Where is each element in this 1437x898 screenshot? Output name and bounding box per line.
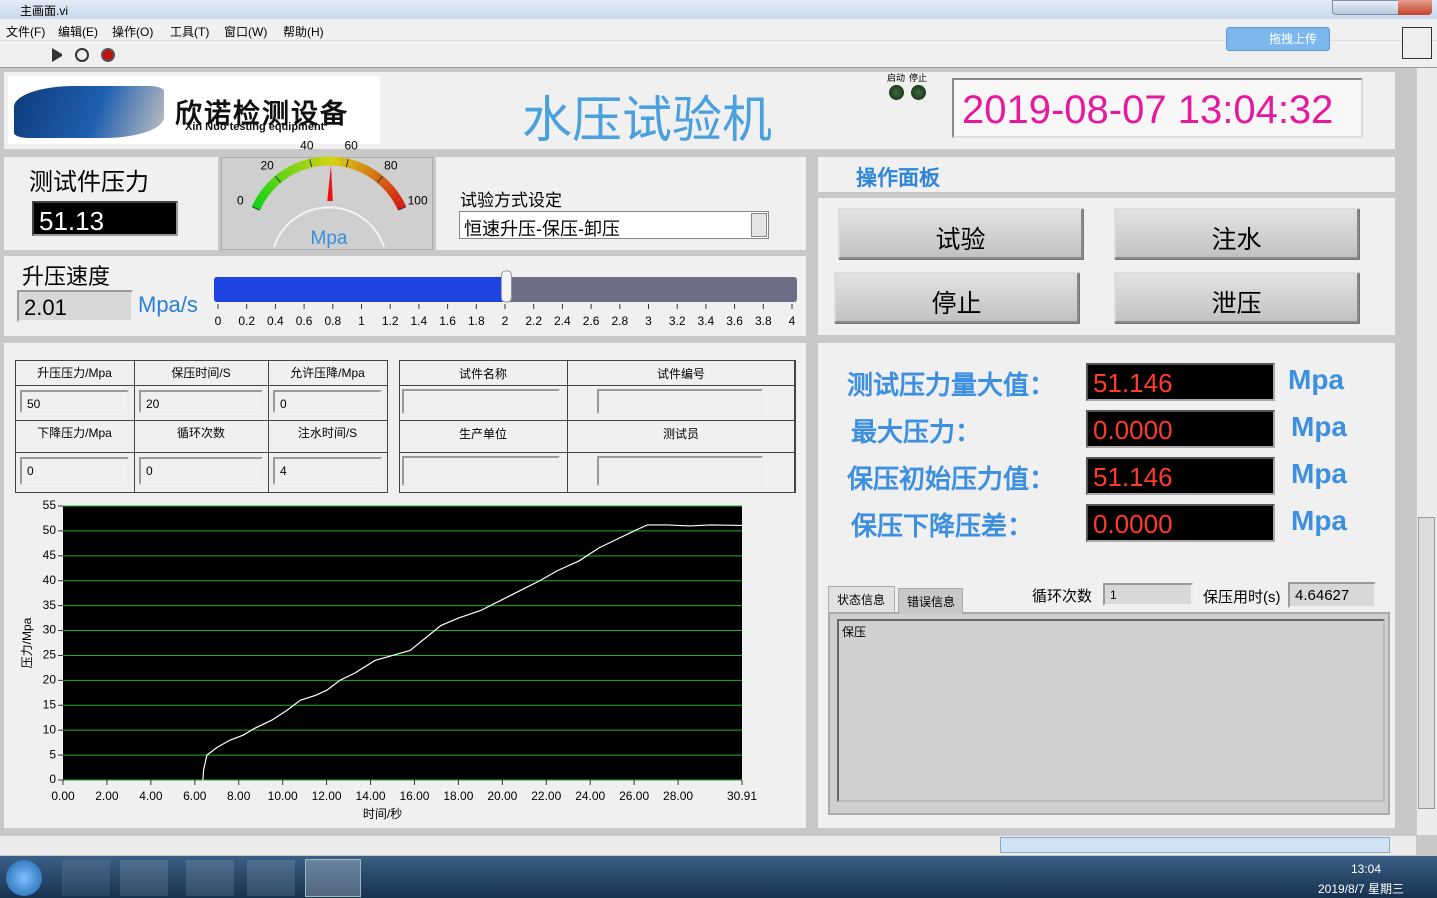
table-header: 试件名称: [458, 367, 507, 381]
reading-label: 测试压力量大值：: [847, 370, 1056, 400]
menu-item[interactable]: 编辑(E): [58, 25, 98, 39]
table-header: 保压时间/S: [171, 366, 231, 380]
main-title: 水压试验机: [522, 92, 772, 148]
panel-header: [818, 157, 1395, 192]
v-scroll-thumb[interactable]: [1418, 517, 1435, 809]
menu-item[interactable]: 文件(F): [6, 25, 46, 39]
table-input[interactable]: 4: [273, 457, 382, 485]
table-header: 循环次数: [176, 426, 225, 440]
action-button[interactable]: 试验: [838, 208, 1083, 259]
indicator-led: [911, 85, 926, 100]
menu-item[interactable]: 操作(O): [112, 25, 154, 39]
table-input[interactable]: 20: [139, 390, 263, 413]
table-input[interactable]: [597, 389, 763, 414]
pressure-label: 测试件压力: [29, 169, 149, 196]
table-input[interactable]: 0: [20, 457, 129, 485]
reading-unit: Mpa: [1291, 505, 1347, 536]
table-input[interactable]: 0: [273, 390, 382, 413]
logo-subtext: Xin Nuo testing equipment: [185, 121, 325, 133]
taskbar: [0, 856, 1437, 898]
reading-display: 51.146: [1086, 363, 1275, 401]
indicator-label: 启动: [887, 73, 906, 83]
indicator-led: [889, 85, 904, 100]
action-button[interactable]: 泄压: [1114, 272, 1359, 323]
menu-item[interactable]: 窗口(W): [224, 25, 268, 39]
status-tab[interactable]: 状态信息: [828, 586, 895, 612]
reading-label: 最大压力：: [851, 417, 982, 447]
window-title: 主画面.vi: [20, 4, 69, 18]
reading-display: 0.0000: [1086, 410, 1275, 448]
clock-time: 13:04: [1350, 862, 1382, 876]
hold-time-label: 保压用时(s): [1203, 589, 1281, 606]
taskbar-app[interactable]: [120, 860, 168, 896]
reading-unit: Mpa: [1291, 458, 1347, 489]
vi-icon: [1402, 27, 1432, 59]
h-scroll-thumb[interactable]: [1000, 837, 1390, 853]
cycle-display: 1: [1103, 583, 1193, 606]
table-cell: [567, 452, 796, 493]
reading-display: 51.146: [1086, 457, 1275, 495]
indicator-label: 停止: [909, 73, 928, 83]
pressure-display: 51.13: [32, 201, 178, 236]
gauge-panel: [221, 157, 433, 250]
abort-button[interactable]: [101, 48, 115, 62]
title-bar: [0, 0, 1437, 19]
table-header: 下降压力/Mpa: [37, 426, 112, 440]
hold-time-display: 4.64627: [1288, 582, 1376, 608]
action-button[interactable]: 停止: [834, 272, 1079, 323]
reading-label: 保压初始压力值：: [847, 464, 1056, 494]
speed-unit: Mpa/s: [138, 292, 198, 317]
action-button[interactable]: 注水: [1114, 208, 1359, 259]
table-header: 测试员: [662, 427, 699, 441]
table-cell: [268, 452, 388, 493]
taskbar-app[interactable]: [247, 860, 295, 896]
reading-display: 0.0000: [1086, 504, 1275, 542]
logo-text: 欣诺检测设备: [175, 99, 349, 129]
speed-display: 2.01: [17, 290, 133, 322]
reading-unit: Mpa: [1291, 411, 1347, 442]
menu-bar: [0, 19, 1437, 41]
menu-item[interactable]: 工具(T): [170, 25, 210, 39]
logo-mark: [14, 86, 164, 138]
table-input[interactable]: 0: [139, 457, 263, 485]
status-message: 保压: [842, 625, 867, 639]
taskbar-app[interactable]: [186, 860, 234, 896]
run-continuous-button[interactable]: [75, 48, 89, 62]
speed-label: 升压速度: [22, 264, 111, 289]
table-header: 试件编号: [656, 367, 705, 381]
table-input[interactable]: [597, 456, 763, 486]
datetime-display: 2019-08-07 13:04:32: [952, 78, 1363, 138]
menu-item[interactable]: 帮助(H): [283, 25, 324, 39]
clock-date: 2019/8/7 星期三: [1318, 882, 1405, 896]
mode-label: 试验方式设定: [460, 191, 562, 210]
table-input[interactable]: [402, 389, 560, 414]
toolbar: [0, 41, 1437, 68]
upload-button[interactable]: 拖拽上传: [1226, 27, 1330, 51]
taskbar-app[interactable]: [305, 859, 361, 897]
table-header: 生产单位: [458, 427, 507, 441]
taskbar-app[interactable]: [62, 860, 110, 896]
table-input[interactable]: [402, 456, 560, 486]
select-arrow[interactable]: [751, 213, 767, 237]
table-header: 升压压力/Mpa: [37, 366, 112, 380]
cycle-label: 循环次数: [1032, 588, 1093, 605]
reading-unit: Mpa: [1288, 364, 1344, 395]
run-button[interactable]: [52, 48, 66, 62]
table-input[interactable]: 50: [20, 390, 129, 413]
panel-title: 操作面板: [856, 167, 940, 190]
mode-select[interactable]: 恒速升压-保压-卸压: [459, 211, 769, 239]
status-tab[interactable]: 错误信息: [898, 588, 963, 614]
table-header: 允许压降/Mpa: [290, 366, 365, 380]
start-button[interactable]: [6, 860, 42, 896]
status-text-area: [837, 619, 1385, 802]
table-header: 注水时间/S: [297, 426, 358, 440]
reading-label: 保压下降压差：: [851, 511, 1034, 541]
close-button[interactable]: [1398, 0, 1432, 15]
